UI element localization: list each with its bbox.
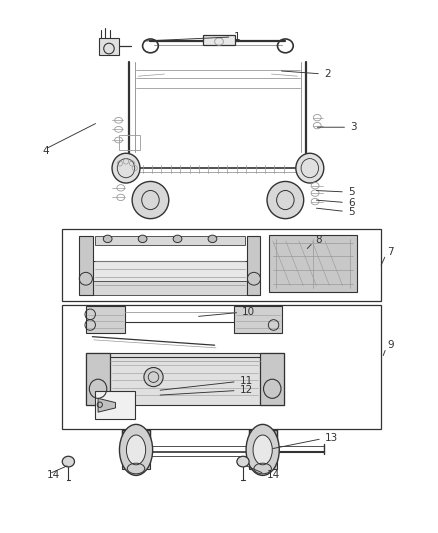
Text: 13: 13 bbox=[325, 433, 338, 443]
Text: 3: 3 bbox=[350, 122, 357, 132]
Ellipse shape bbox=[127, 435, 146, 465]
Text: 12: 12 bbox=[240, 385, 253, 395]
Ellipse shape bbox=[267, 181, 304, 219]
Text: 5: 5 bbox=[348, 187, 354, 197]
Text: 10: 10 bbox=[242, 307, 255, 317]
Bar bbox=[86, 353, 110, 405]
Ellipse shape bbox=[173, 235, 182, 243]
Text: 8: 8 bbox=[315, 236, 321, 246]
Bar bbox=[247, 236, 261, 295]
Bar bbox=[249, 430, 277, 469]
Ellipse shape bbox=[62, 456, 74, 467]
Text: 14: 14 bbox=[267, 470, 280, 480]
Bar bbox=[99, 38, 119, 55]
Bar bbox=[122, 430, 150, 469]
Text: 11: 11 bbox=[240, 376, 253, 386]
Ellipse shape bbox=[246, 424, 279, 475]
Text: 5: 5 bbox=[348, 207, 354, 217]
Ellipse shape bbox=[120, 424, 152, 475]
Text: 4: 4 bbox=[42, 146, 49, 156]
Bar bbox=[62, 305, 381, 429]
Bar bbox=[234, 306, 283, 333]
Text: 1: 1 bbox=[234, 32, 241, 42]
Ellipse shape bbox=[253, 435, 272, 465]
Text: 2: 2 bbox=[324, 69, 330, 79]
Bar bbox=[95, 236, 245, 245]
Bar bbox=[269, 235, 357, 292]
Ellipse shape bbox=[103, 235, 112, 243]
Bar bbox=[79, 236, 93, 295]
Ellipse shape bbox=[132, 181, 169, 219]
Text: 9: 9 bbox=[387, 340, 394, 350]
Bar bbox=[81, 261, 258, 281]
Bar bbox=[203, 35, 235, 45]
Bar bbox=[119, 135, 140, 150]
Bar bbox=[95, 391, 135, 418]
Bar bbox=[261, 353, 285, 405]
Ellipse shape bbox=[237, 456, 249, 467]
Ellipse shape bbox=[138, 235, 147, 243]
Bar bbox=[86, 306, 125, 333]
Text: 7: 7 bbox=[387, 247, 394, 257]
Polygon shape bbox=[98, 398, 116, 412]
Text: 14: 14 bbox=[46, 470, 60, 480]
Bar bbox=[90, 281, 250, 295]
Ellipse shape bbox=[296, 154, 324, 183]
Ellipse shape bbox=[208, 235, 217, 243]
Text: 6: 6 bbox=[348, 198, 354, 208]
Ellipse shape bbox=[144, 368, 163, 386]
Bar bbox=[62, 229, 381, 301]
Bar bbox=[86, 353, 285, 405]
Ellipse shape bbox=[112, 154, 140, 183]
